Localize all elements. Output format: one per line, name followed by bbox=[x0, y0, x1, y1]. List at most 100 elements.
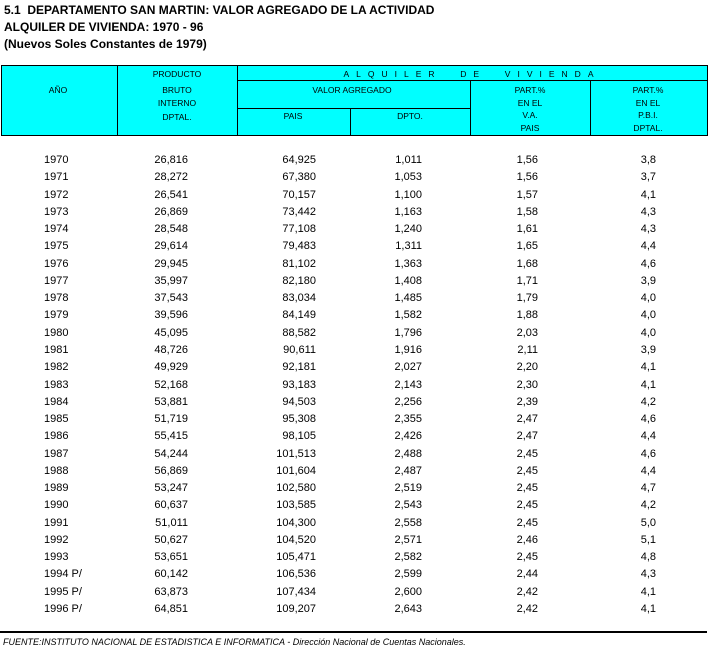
rule bbox=[237, 108, 470, 109]
year-cell: 1985 bbox=[44, 413, 69, 426]
rule bbox=[117, 65, 118, 135]
value-cell: 2,488 bbox=[394, 447, 422, 460]
value-cell: 102,580 bbox=[276, 482, 316, 495]
year-cell: 1988 bbox=[44, 464, 69, 477]
value-cell: 107,434 bbox=[276, 585, 316, 598]
value-cell: 52,168 bbox=[154, 378, 188, 391]
value-cell: 1,100 bbox=[394, 188, 422, 201]
year-cell: 1974 bbox=[44, 223, 69, 236]
value-cell: 83,034 bbox=[282, 292, 316, 305]
value-cell: 70,157 bbox=[282, 188, 316, 201]
value-cell: 2,487 bbox=[394, 464, 422, 477]
value-cell: 67,380 bbox=[282, 171, 316, 184]
col-header: P.B.I. bbox=[638, 110, 658, 121]
value-cell: 60,142 bbox=[154, 568, 188, 581]
col-header: INTERNO bbox=[157, 98, 197, 108]
value-cell: 1,71 bbox=[516, 274, 538, 287]
value-cell: 53,651 bbox=[154, 551, 188, 564]
rule bbox=[0, 631, 707, 633]
year-cell: 1984 bbox=[44, 395, 69, 408]
rule bbox=[470, 80, 471, 135]
value-cell: 4,3 bbox=[640, 223, 656, 236]
value-cell: 1,916 bbox=[394, 343, 422, 356]
value-cell: 1,240 bbox=[394, 223, 422, 236]
value-cell: 92,181 bbox=[282, 361, 316, 374]
col-header: AÑO bbox=[48, 85, 68, 95]
value-cell: 1,053 bbox=[394, 171, 422, 184]
year-cell: 1972 bbox=[44, 188, 69, 201]
col-header: V.A. bbox=[522, 110, 538, 121]
value-cell: 2,599 bbox=[394, 568, 422, 581]
value-cell: 77,108 bbox=[282, 223, 316, 236]
col-header: PART.% bbox=[632, 85, 664, 95]
year-cell: 1993 bbox=[44, 551, 69, 564]
col-header: VALOR AGREGADO bbox=[312, 85, 392, 95]
value-cell: 2,558 bbox=[394, 516, 422, 529]
value-cell: 4,6 bbox=[640, 257, 656, 270]
value-cell: 28,548 bbox=[154, 223, 188, 236]
value-cell: 2,45 bbox=[516, 447, 538, 460]
value-cell: 2,543 bbox=[394, 499, 422, 512]
year-cell: 1991 bbox=[44, 516, 69, 529]
value-cell: 26,541 bbox=[154, 188, 188, 201]
value-cell: 4,6 bbox=[640, 447, 656, 460]
value-cell: 2,519 bbox=[394, 482, 422, 495]
value-cell: 4,2 bbox=[640, 395, 656, 408]
value-cell: 1,61 bbox=[516, 223, 538, 236]
value-cell: 4,3 bbox=[640, 568, 656, 581]
value-cell: 64,851 bbox=[154, 603, 188, 616]
rule bbox=[237, 65, 238, 135]
value-cell: 1,011 bbox=[395, 154, 422, 166]
col-header: PAIS bbox=[520, 123, 540, 134]
value-cell: 1,68 bbox=[516, 257, 538, 270]
year-cell: 1983 bbox=[44, 378, 69, 391]
year-cell: 1980 bbox=[44, 326, 69, 339]
value-cell: 4,1 bbox=[640, 585, 656, 598]
value-cell: 2,256 bbox=[394, 395, 422, 408]
year-cell: 1975 bbox=[44, 240, 69, 253]
value-cell: 53,247 bbox=[154, 482, 188, 495]
value-cell: 1,582 bbox=[394, 309, 422, 322]
value-cell: 2,39 bbox=[516, 395, 538, 408]
value-cell: 4,4 bbox=[640, 464, 656, 477]
value-cell: 2,42 bbox=[516, 585, 538, 598]
value-cell: 84,149 bbox=[282, 309, 316, 322]
value-cell: 60,637 bbox=[154, 499, 188, 512]
value-cell: 79,483 bbox=[282, 240, 316, 253]
year-cell: 1994 P/ bbox=[44, 568, 82, 581]
value-cell: 2,600 bbox=[394, 585, 422, 598]
year-cell: 1970 bbox=[44, 154, 69, 166]
value-cell: 2,45 bbox=[516, 516, 538, 529]
value-cell: 4,7 bbox=[640, 482, 656, 495]
value-cell: 101,513 bbox=[276, 447, 316, 460]
value-cell: 2,45 bbox=[516, 551, 538, 564]
value-cell: 55,415 bbox=[154, 430, 188, 443]
rule bbox=[237, 80, 707, 81]
value-cell: 2,44 bbox=[516, 568, 538, 581]
value-cell: 88,582 bbox=[282, 326, 316, 339]
value-cell: 1,88 bbox=[516, 309, 538, 322]
rule bbox=[590, 80, 591, 135]
col-header: DPTAL. bbox=[162, 112, 192, 122]
col-header: EN EL bbox=[517, 97, 543, 108]
value-cell: 1,65 bbox=[516, 240, 538, 253]
value-cell: 2,03 bbox=[516, 326, 538, 339]
value-cell: 4,6 bbox=[640, 413, 656, 426]
value-cell: 1,485 bbox=[394, 292, 422, 305]
value-cell: 104,520 bbox=[276, 533, 316, 546]
value-cell: 2,643 bbox=[394, 603, 422, 616]
value-cell: 1,363 bbox=[394, 257, 422, 270]
value-cell: 1,311 bbox=[395, 240, 422, 253]
year-cell: 1978 bbox=[44, 292, 69, 305]
value-cell: 1,408 bbox=[394, 274, 422, 287]
col-header: PAIS bbox=[283, 111, 303, 121]
value-cell: 1,79 bbox=[516, 292, 538, 305]
title-line: (Nuevos Soles Constantes de 1979) bbox=[4, 37, 207, 51]
value-cell: 26,869 bbox=[154, 205, 188, 218]
value-cell: 2,30 bbox=[516, 378, 538, 391]
value-cell: 2,11 bbox=[517, 343, 538, 356]
value-cell: 5,1 bbox=[640, 533, 656, 546]
year-cell: 1995 P/ bbox=[44, 585, 82, 598]
value-cell: 54,244 bbox=[154, 447, 188, 460]
